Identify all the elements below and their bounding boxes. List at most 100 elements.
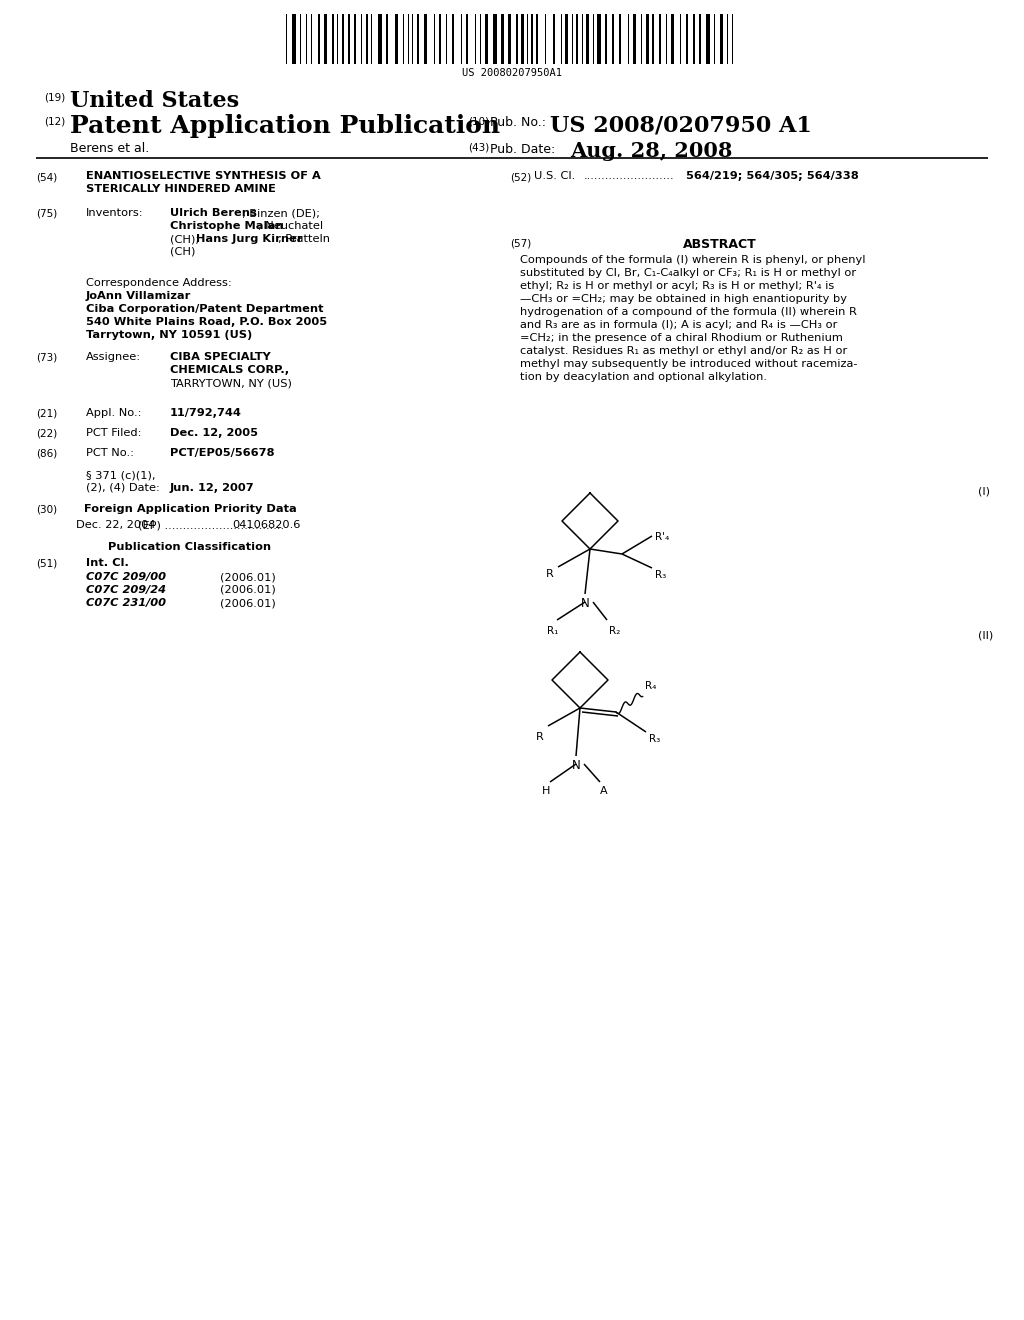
Text: Christophe Malan: Christophe Malan [170,220,284,231]
Bar [720,15,723,63]
Text: (CH): (CH) [170,247,196,257]
Text: § 371 (c)(1),: § 371 (c)(1), [86,470,156,480]
Bar [521,15,524,63]
Bar [652,15,654,63]
Text: tion by deacylation and optional alkylation.: tion by deacylation and optional alkylat… [520,372,767,381]
Text: JoAnn Villamizar: JoAnn Villamizar [86,290,191,301]
Text: US 20080207950A1: US 20080207950A1 [462,69,562,78]
Text: Inventors:: Inventors: [86,209,143,218]
Bar [324,15,327,63]
Bar [508,15,511,63]
Text: catalyst. Residues R₁ as methyl or ethyl and/or R₂ as H or: catalyst. Residues R₁ as methyl or ethyl… [520,346,847,356]
Text: U.S. Cl.: U.S. Cl. [534,172,575,181]
Bar [686,15,688,63]
Text: Pub. Date:: Pub. Date: [490,143,555,156]
Bar [575,15,578,63]
Bar [386,15,388,63]
Text: Hans Jurg Kirner: Hans Jurg Kirner [196,234,303,244]
Text: Ciba Corporation/Patent Department: Ciba Corporation/Patent Department [86,304,324,314]
Text: (86): (86) [36,447,57,458]
Bar [586,15,589,63]
Text: C07C 209/00: C07C 209/00 [86,572,166,582]
Text: Aug. 28, 2008: Aug. 28, 2008 [570,141,732,161]
Text: N: N [581,597,590,610]
Text: ABSTRACT: ABSTRACT [683,238,757,251]
Bar [395,15,398,63]
Text: (57): (57) [510,238,531,248]
Bar [693,15,695,63]
Text: 04106820.6: 04106820.6 [232,520,300,531]
Text: R₃: R₃ [649,734,660,744]
Text: (43): (43) [468,143,489,153]
Bar [424,15,427,63]
Text: (22): (22) [36,428,57,438]
Bar [332,15,334,63]
Text: A: A [600,785,607,796]
Bar [633,15,636,63]
Text: (12): (12) [44,116,66,125]
Text: PCT No.:: PCT No.: [86,447,134,458]
Bar [671,15,674,63]
Text: (2006.01): (2006.01) [220,598,275,609]
Text: (52): (52) [510,172,531,182]
Text: Correspondence Address:: Correspondence Address: [86,279,231,288]
Bar [342,15,344,63]
Text: (I): (I) [978,487,990,498]
Bar [612,15,614,63]
Bar [439,15,441,63]
Text: Patent Application Publication: Patent Application Publication [70,114,500,139]
Bar [292,15,296,63]
Bar [485,15,488,63]
Text: C07C 209/24: C07C 209/24 [86,585,166,595]
Text: R₃: R₃ [655,570,667,579]
Bar [553,15,555,63]
Text: PCT Filed:: PCT Filed: [86,428,141,438]
Bar [366,15,368,63]
Text: ENANTIOSELECTIVE SYNTHESIS OF A: ENANTIOSELECTIVE SYNTHESIS OF A [86,172,321,181]
Bar [646,15,649,63]
Text: (51): (51) [36,558,57,568]
Text: , Pratteln: , Pratteln [278,234,330,244]
Text: TARRYTOWN, NY (US): TARRYTOWN, NY (US) [170,378,292,388]
Text: United States: United States [70,90,240,112]
Text: and R₃ are as in formula (I); A is acyl; and R₄ is —CH₃ or: and R₃ are as in formula (I); A is acyl;… [520,319,838,330]
Text: R: R [536,733,544,742]
Text: Dec. 12, 2005: Dec. 12, 2005 [170,428,258,438]
Bar [531,15,534,63]
Text: PCT/EP05/56678: PCT/EP05/56678 [170,447,274,458]
Text: R'₄: R'₄ [655,532,670,543]
Text: Dec. 22, 2004: Dec. 22, 2004 [76,520,156,531]
Text: Appl. No.:: Appl. No.: [86,408,141,418]
Text: Publication Classification: Publication Classification [109,543,271,552]
Text: R₄: R₄ [644,681,656,690]
Text: (21): (21) [36,408,57,418]
Bar [378,15,382,63]
Text: R: R [546,569,554,579]
Text: hydrogenation of a compound of the formula (II) wherein R: hydrogenation of a compound of the formu… [520,308,857,317]
Bar [597,15,601,63]
Text: Int. Cl.: Int. Cl. [86,558,129,568]
Text: R₂: R₂ [609,626,621,636]
Text: (54): (54) [36,172,57,182]
Text: (19): (19) [44,92,66,102]
Text: Jun. 12, 2007: Jun. 12, 2007 [170,483,255,492]
Text: 11/792,744: 11/792,744 [170,408,242,418]
Text: methyl may subsequently be introduced without racemiza-: methyl may subsequently be introduced wi… [520,359,857,370]
Text: .........................: ......................... [584,172,675,181]
Text: Foreign Application Priority Data: Foreign Application Priority Data [84,504,296,513]
Text: Tarrytown, NY 10591 (US): Tarrytown, NY 10591 (US) [86,330,252,341]
Text: (73): (73) [36,352,57,362]
Text: (2006.01): (2006.01) [220,585,275,595]
Bar [565,15,568,63]
Text: N: N [572,759,581,772]
Text: (II): (II) [978,630,993,640]
Text: (10): (10) [468,116,489,125]
Bar [699,15,701,63]
Text: Assignee:: Assignee: [86,352,141,362]
Text: H: H [542,785,550,796]
Text: C07C 231/00: C07C 231/00 [86,598,166,609]
Text: 540 White Plains Road, P.O. Box 2005: 540 White Plains Road, P.O. Box 2005 [86,317,327,327]
Text: Compounds of the formula (I) wherein R is phenyl, or phenyl: Compounds of the formula (I) wherein R i… [520,255,865,265]
Text: R₁: R₁ [547,626,558,636]
Text: CHEMICALS CORP.,: CHEMICALS CORP., [170,366,289,375]
